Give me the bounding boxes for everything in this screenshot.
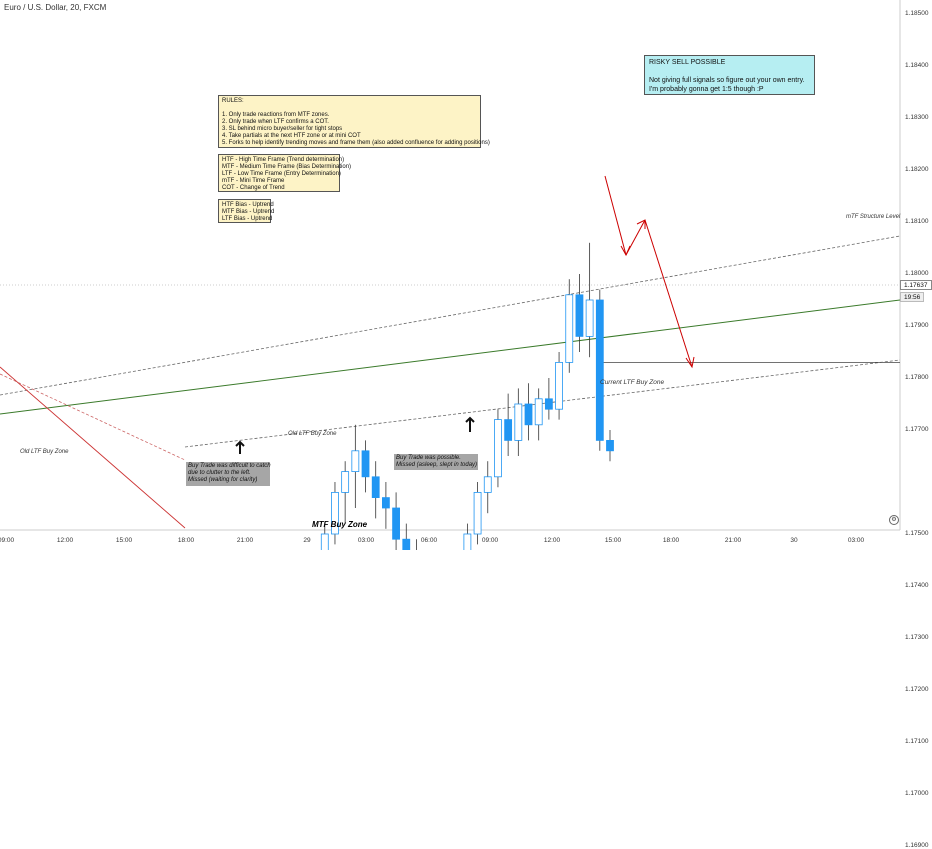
candle-body bbox=[473, 491, 482, 535]
descending-dashed-line bbox=[0, 373, 186, 461]
candle-body bbox=[392, 507, 400, 540]
buy-arrow-head-1 bbox=[235, 440, 245, 447]
price-tick-label: 1.18200 bbox=[905, 166, 929, 173]
projection-arrow-1 bbox=[604, 175, 627, 256]
price-tick-label: 1.17900 bbox=[905, 322, 929, 329]
time-tick-label: 09:00 bbox=[481, 537, 499, 544]
price-tick-label: 1.17800 bbox=[905, 374, 929, 381]
buy-trade-caption-2: Buy Trade was possible. Missed (asleep, … bbox=[394, 454, 478, 470]
mtf-buy-zone-label: MTF Buy Zone bbox=[312, 520, 368, 529]
price-tick-label: 1.18100 bbox=[905, 218, 929, 225]
time-tick-label: 15:00 bbox=[604, 537, 622, 544]
old-ltf-zone-label-2: Old LTF Buy Zone bbox=[288, 431, 337, 437]
projection-arrowhead-1 bbox=[620, 245, 631, 257]
candle-body bbox=[514, 403, 523, 441]
bias-note: HTF Bias - Uptrend MTF Bias - Uptrend LT… bbox=[218, 199, 274, 223]
time-tick-label: 12:00 bbox=[543, 537, 561, 544]
candle-body bbox=[483, 476, 492, 493]
time-tick-label: 15:00 bbox=[115, 537, 133, 544]
candle-body bbox=[494, 419, 502, 478]
projection-arrowhead-2 bbox=[636, 219, 646, 229]
current-price-badge: 1.17637 bbox=[900, 280, 932, 290]
candle-body bbox=[575, 294, 584, 337]
ltf-zone-label: Current LTF Buy Zone bbox=[600, 379, 665, 386]
candle-body bbox=[361, 450, 370, 478]
candle-countdown-badge: 19:56 bbox=[900, 292, 925, 302]
old-ltf-zone-label-1: Old LTF Buy Zone bbox=[20, 449, 69, 455]
candle-body bbox=[606, 439, 614, 452]
price-tick-label: 1.17100 bbox=[905, 738, 929, 745]
time-tick-label: 18:00 bbox=[662, 537, 680, 544]
price-tick-label: 1.17000 bbox=[905, 790, 929, 797]
price-tick-label: 1.17300 bbox=[905, 634, 929, 641]
descending-red-line bbox=[0, 366, 186, 529]
time-tick-label: 18:00 bbox=[177, 537, 195, 544]
time-tick-label: 03:00 bbox=[847, 537, 865, 544]
candle-body bbox=[524, 403, 533, 426]
candle-body bbox=[585, 299, 594, 337]
risky-sell-note: RISKY SELL POSSIBLE Not giving full sign… bbox=[644, 55, 815, 95]
time-tick-label: 06:00 bbox=[420, 537, 438, 544]
price-chart[interactable] bbox=[0, 0, 932, 550]
candle-body bbox=[402, 538, 411, 550]
price-tick-label: 1.16900 bbox=[905, 842, 929, 849]
projection-arrow-2 bbox=[625, 219, 646, 256]
mtf-structure-label: mTF Structure Level bbox=[846, 214, 901, 220]
time-tick-label: 30 bbox=[790, 537, 798, 544]
projection-arrow-3 bbox=[644, 219, 693, 368]
definitions-note: HTF - High Time Frame (Trend determinati… bbox=[218, 154, 351, 192]
buy-trade-caption-1: Buy Trade was difficult to catch due to … bbox=[186, 462, 271, 486]
buy-arrow-head-2 bbox=[465, 416, 475, 423]
time-tick-label: 03:00 bbox=[357, 537, 375, 544]
time-tick-label: 29 bbox=[303, 537, 311, 544]
candle-body bbox=[341, 471, 350, 493]
price-tick-label: 1.18500 bbox=[905, 10, 929, 17]
price-tick-label: 1.17700 bbox=[905, 426, 929, 433]
price-tick-label: 1.18300 bbox=[905, 114, 929, 121]
projection-arrowhead-3 bbox=[685, 356, 695, 369]
time-tick-label: 12:00 bbox=[56, 537, 74, 544]
candle-body bbox=[463, 533, 472, 550]
channel-upper-line bbox=[0, 235, 901, 396]
candle-body bbox=[565, 294, 574, 363]
candle-body bbox=[351, 450, 360, 472]
price-tick-label: 1.18000 bbox=[905, 270, 929, 277]
rules-note: RULES: 1. Only trade reactions from MTF … bbox=[218, 95, 490, 148]
candle-body bbox=[504, 419, 513, 441]
candle-body bbox=[320, 533, 329, 550]
candle-body bbox=[555, 361, 563, 410]
chart-title: Euro / U.S. Dollar, 20, FXCM bbox=[4, 3, 107, 12]
candle-body bbox=[331, 491, 339, 535]
candle-body bbox=[534, 398, 543, 426]
gear-icon[interactable]: ⚙ bbox=[889, 515, 899, 525]
price-tick-label: 1.18400 bbox=[905, 62, 929, 69]
trend-support-line bbox=[0, 299, 901, 415]
price-tick-label: 1.17500 bbox=[905, 530, 929, 537]
time-tick-label: 21:00 bbox=[724, 537, 742, 544]
candle-body bbox=[544, 398, 553, 410]
candle-body bbox=[595, 299, 604, 441]
candle-body bbox=[371, 476, 380, 498]
candle-body bbox=[381, 497, 390, 509]
time-tick-label: 09:00 bbox=[0, 537, 15, 544]
price-tick-label: 1.17200 bbox=[905, 686, 929, 693]
time-tick-label: 21:00 bbox=[236, 537, 254, 544]
price-tick-label: 1.17400 bbox=[905, 582, 929, 589]
